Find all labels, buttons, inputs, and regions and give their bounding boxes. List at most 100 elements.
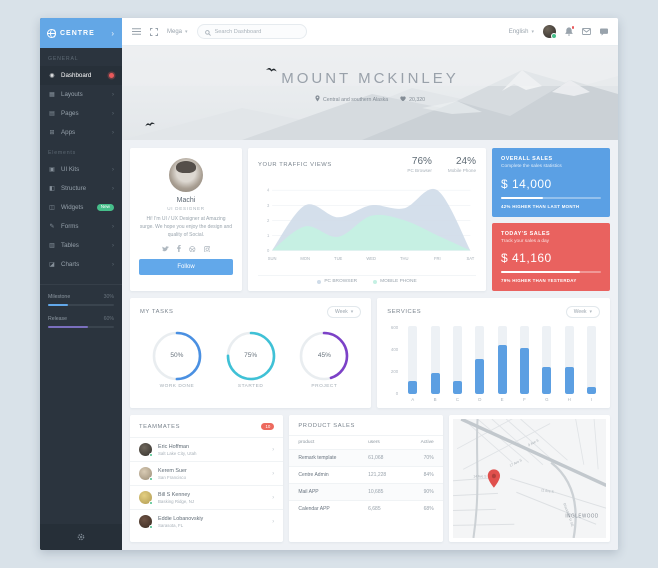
teammate-row[interactable]: Eric Hoffman Salt Lake City, Utah › bbox=[130, 437, 284, 461]
language-selector[interactable]: English ▾ bbox=[508, 28, 534, 35]
search-box bbox=[196, 23, 307, 41]
sidebar: CENTRE › GENERAL ◉ Dashboard ▦ Layouts ›… bbox=[40, 18, 122, 550]
service-bar: D bbox=[475, 326, 485, 402]
sidebar-item-forms[interactable]: ✎ Forms › bbox=[49, 223, 114, 230]
sidebar-item-pages[interactable]: ▤ Pages › bbox=[49, 110, 114, 117]
fullscreen-icon[interactable] bbox=[150, 27, 158, 36]
map-pin-icon bbox=[487, 469, 500, 488]
sidebar-item-ui-kits[interactable]: ▣ UI Kits › bbox=[49, 166, 114, 173]
task-donut: 75% STARTED bbox=[225, 330, 277, 389]
map-canvas[interactable]: 9 Ave S 11 Ave S 17 Ave S 14 Ave S Blackfoot… bbox=[452, 419, 606, 538]
svg-text:FRI: FRI bbox=[434, 256, 441, 261]
globe-icon bbox=[47, 28, 56, 38]
profile-bio: Hi! I'm UI / UX Designer at Amazing surg… bbox=[139, 216, 233, 238]
search-icon bbox=[204, 23, 211, 41]
traffic-card: YOUR TRAFFIC VIEWS 76% PC Browser 24% Mo… bbox=[248, 148, 486, 291]
new-badge: New bbox=[96, 203, 114, 212]
x-axis-tick: F bbox=[523, 397, 526, 402]
hamburger-menu-icon[interactable] bbox=[132, 28, 141, 35]
traffic-title: YOUR TRAFFIC VIEWS bbox=[258, 161, 332, 168]
search-input[interactable] bbox=[214, 28, 299, 35]
chevron-down-icon: ▾ bbox=[589, 309, 592, 315]
sidebar-item-apps[interactable]: ⊞ Apps › bbox=[49, 129, 114, 136]
chevron-right-icon: › bbox=[111, 223, 114, 230]
hero-banner: MOUNT MCKINLEY Central and southern Alas… bbox=[122, 46, 618, 140]
logo-text: CENTRE bbox=[60, 29, 95, 37]
sidebar-item-dashboard[interactable]: ◉ Dashboard bbox=[40, 66, 122, 85]
mega-menu[interactable]: Mega ▾ bbox=[167, 28, 188, 35]
chevron-down-icon: ▾ bbox=[185, 28, 188, 35]
sidebar-item-widgets[interactable]: ◫ Widgets New bbox=[40, 198, 122, 217]
dribbble-icon[interactable] bbox=[189, 245, 196, 253]
chevron-right-icon: › bbox=[111, 261, 114, 268]
profile-name: Machi bbox=[176, 197, 196, 204]
sidebar-item-layouts[interactable]: ▦ Layouts › bbox=[49, 91, 114, 98]
services-range-dropdown[interactable]: Week ▾ bbox=[565, 306, 600, 318]
tasks-range-dropdown[interactable]: Week ▾ bbox=[327, 306, 362, 318]
sidebar-collapse-icon[interactable]: › bbox=[111, 28, 115, 38]
bird-icon bbox=[145, 114, 156, 132]
dashboard-icon: ◉ bbox=[49, 73, 55, 79]
heart-icon[interactable] bbox=[400, 96, 406, 104]
stat-mobile-phone: 24% Mobile Phone bbox=[447, 156, 476, 173]
x-axis-tick: E bbox=[500, 397, 504, 402]
task-percent: 50% bbox=[170, 352, 184, 359]
chevron-right-icon: › bbox=[272, 446, 275, 454]
street-label: 9 Ave S bbox=[527, 438, 539, 447]
service-bar: H bbox=[564, 326, 574, 402]
todays-sales-amount: $ 41,160 bbox=[501, 251, 552, 265]
task-label: PROJECT bbox=[311, 383, 338, 389]
notifications-bell-icon[interactable] bbox=[565, 25, 575, 36]
teammates-card: TEAMMATES 10 Eric Hoffman Salt Lake City,… bbox=[130, 415, 284, 542]
traffic-area-chart: 0 1 2 3 4 SUN MON TUE WED THU FRI SAT bbox=[258, 175, 476, 275]
charts-icon: ◪ bbox=[49, 262, 55, 268]
logo[interactable]: CENTRE › bbox=[40, 18, 122, 48]
teammate-row[interactable]: Eddie Lobanovskiy Sarasota, FL › bbox=[130, 509, 284, 533]
sidebar-item-charts[interactable]: ◪ Charts › bbox=[49, 261, 114, 268]
service-bar: E bbox=[497, 326, 507, 402]
gear-icon[interactable] bbox=[77, 528, 85, 546]
messages-icon[interactable] bbox=[582, 28, 591, 35]
instagram-icon[interactable] bbox=[203, 245, 211, 253]
task-donut: 50% WORK DONE bbox=[151, 330, 203, 389]
profile-role: UI DESIGNER bbox=[167, 206, 205, 211]
task-label: WORK DONE bbox=[159, 383, 195, 389]
overall-sales-amount: $ 14,000 bbox=[501, 176, 552, 191]
service-bar: B bbox=[430, 326, 440, 402]
nav-section-elements: Elements bbox=[48, 150, 77, 156]
teammate-row[interactable]: Bill S Kenney Basking Ridge, NJ › bbox=[130, 485, 284, 509]
y-axis-tick: 0 bbox=[395, 391, 399, 396]
forms-icon: ✎ bbox=[49, 224, 55, 230]
street-label: 11 Ave S bbox=[540, 488, 554, 494]
follow-button[interactable]: Follow bbox=[139, 259, 233, 276]
teammate-row[interactable]: Kerem Suer San Francisco › bbox=[130, 461, 284, 485]
user-avatar[interactable] bbox=[543, 25, 557, 39]
svg-text:THU: THU bbox=[400, 256, 408, 261]
sidebar-item-tables[interactable]: ▥ Tables › bbox=[49, 242, 114, 249]
notification-dot bbox=[109, 73, 114, 78]
chevron-right-icon: › bbox=[111, 185, 114, 192]
sidebar-item-structure[interactable]: ◧ Structure › bbox=[49, 185, 114, 192]
traffic-legend: PC BROWSER MOBILE PHONE bbox=[258, 275, 476, 285]
chevron-down-icon: ▾ bbox=[531, 28, 534, 35]
service-bar: F bbox=[519, 326, 529, 402]
chevron-right-icon: › bbox=[111, 91, 114, 98]
chat-icon[interactable] bbox=[600, 28, 608, 36]
profile-avatar bbox=[169, 158, 203, 192]
dashboard-content: Machi UI DESIGNER Hi! I'm UI / UX Design… bbox=[122, 140, 618, 550]
task-donut: 45% PROJECT bbox=[298, 330, 350, 389]
sidebar-nav: GENERAL ◉ Dashboard ▦ Layouts › ▤ Pages … bbox=[40, 48, 122, 274]
teammate-avatar bbox=[139, 443, 153, 458]
facebook-icon[interactable] bbox=[177, 245, 181, 253]
table-row: Mail APP 10,685 90% bbox=[289, 483, 443, 501]
release-progress: Release 60% bbox=[48, 316, 114, 328]
svg-text:MON: MON bbox=[300, 256, 310, 261]
ui-kits-icon: ▣ bbox=[49, 167, 55, 173]
twitter-icon[interactable] bbox=[162, 246, 169, 252]
bird-icon bbox=[265, 60, 277, 78]
svg-text:SAT: SAT bbox=[467, 256, 475, 261]
chevron-right-icon: › bbox=[111, 110, 114, 117]
teammates-count-badge: 10 bbox=[261, 423, 275, 431]
svg-text:SUN: SUN bbox=[268, 256, 277, 261]
